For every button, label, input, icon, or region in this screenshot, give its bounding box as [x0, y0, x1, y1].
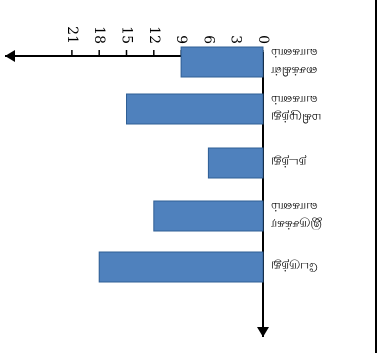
x-tick-label: 6: [200, 35, 216, 44]
x-tick-label: 12: [146, 26, 162, 44]
bar: [98, 251, 264, 283]
x-tick-label: 18: [91, 26, 107, 44]
x-tick-label: 0: [255, 35, 271, 44]
x-tick-label: 21: [64, 26, 80, 44]
x-tick-label: 9: [173, 35, 189, 44]
bar: [153, 200, 264, 232]
x-tick-label: 3: [228, 35, 244, 44]
category-label: பேருந்து: [271, 259, 318, 274]
bar: [126, 93, 264, 125]
bar: [207, 147, 264, 179]
category-label: இருசக்கரவாகனம்: [270, 200, 322, 232]
category-label: சைக்கிள்வாகனம்: [271, 46, 318, 78]
category-label: மகிழுந்துவாகனம்: [271, 93, 321, 125]
category-label: நடந்து: [271, 155, 306, 170]
y-axis-arrow: [257, 327, 269, 337]
bar: [180, 46, 264, 78]
x-axis-arrow: [5, 50, 15, 62]
x-tick-label: 15: [119, 26, 135, 44]
